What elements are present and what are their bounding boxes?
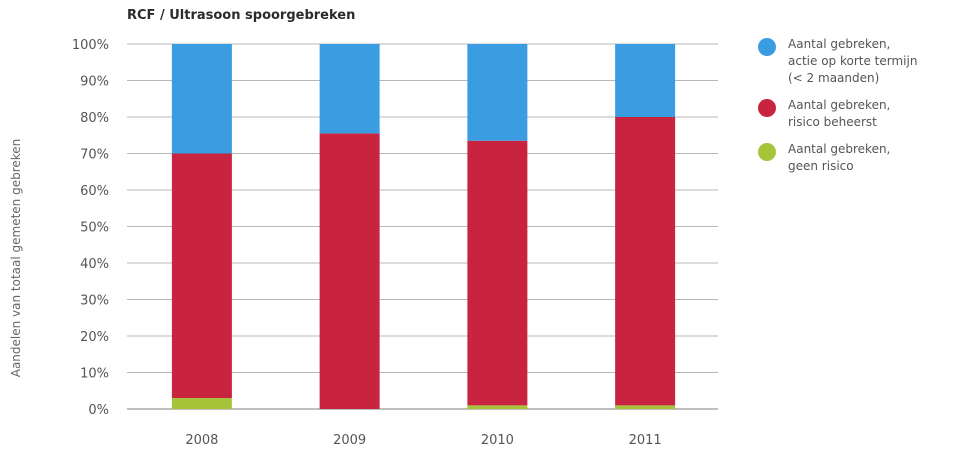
legend-swatch — [758, 38, 776, 56]
y-tick-label: 100% — [72, 38, 109, 53]
ticks-layer: 0% 10% 20% 30% 40% 50% 60% 70% 80% 90% 100% 2008 200… — [72, 38, 662, 448]
bar-segment — [319, 133, 380, 410]
legend-item: Aantal gebreken, risico beheerst — [758, 97, 953, 131]
y-tick-label: 40% — [80, 257, 109, 272]
y-tick-label: 30% — [80, 294, 109, 309]
x-tick-label: 2008 — [185, 433, 218, 448]
legend-item: Aantal gebreken, actie op korte termijn … — [758, 36, 953, 87]
x-tick-label: 2010 — [481, 433, 514, 448]
y-tick-label: 60% — [80, 184, 109, 199]
chart-title: RCF / Ultrasoon spoorgebreken — [127, 8, 356, 23]
legend-label: Aantal gebreken, geen risico — [788, 142, 891, 173]
legend-swatch — [758, 143, 776, 161]
y-tick-label: 50% — [80, 221, 109, 236]
bar-segment — [467, 405, 528, 409]
bar-segment — [171, 398, 232, 409]
y-tick-label: 90% — [80, 75, 109, 90]
legend-label: Aantal gebreken, risico beheerst — [788, 98, 891, 129]
bar-segment — [467, 44, 528, 141]
y-tick-label: 10% — [80, 367, 109, 382]
bar-segment — [615, 117, 676, 406]
legend-item: Aantal gebreken, geen risico — [758, 141, 953, 175]
x-tick-label: 2011 — [629, 433, 662, 448]
bar-segment — [615, 44, 676, 117]
legend-label: Aantal gebreken, actie op korte termijn … — [788, 37, 918, 85]
legend-swatch — [758, 99, 776, 117]
bars-layer — [171, 44, 676, 410]
y-tick-label: 0% — [88, 403, 109, 418]
y-tick-label: 20% — [80, 330, 109, 345]
bar-segment — [615, 405, 676, 409]
x-tick-label: 2009 — [333, 433, 366, 448]
y-tick-label: 70% — [80, 148, 109, 163]
y-axis-label: Aandelen van totaal gemeten gebreken — [9, 139, 23, 378]
bar-segment — [467, 140, 528, 406]
bar-segment — [171, 44, 232, 154]
y-tick-label: 80% — [80, 111, 109, 126]
bar-segment — [171, 153, 232, 399]
bar-segment — [319, 44, 380, 134]
legend: Aantal gebreken, actie op korte termijn … — [758, 36, 953, 185]
